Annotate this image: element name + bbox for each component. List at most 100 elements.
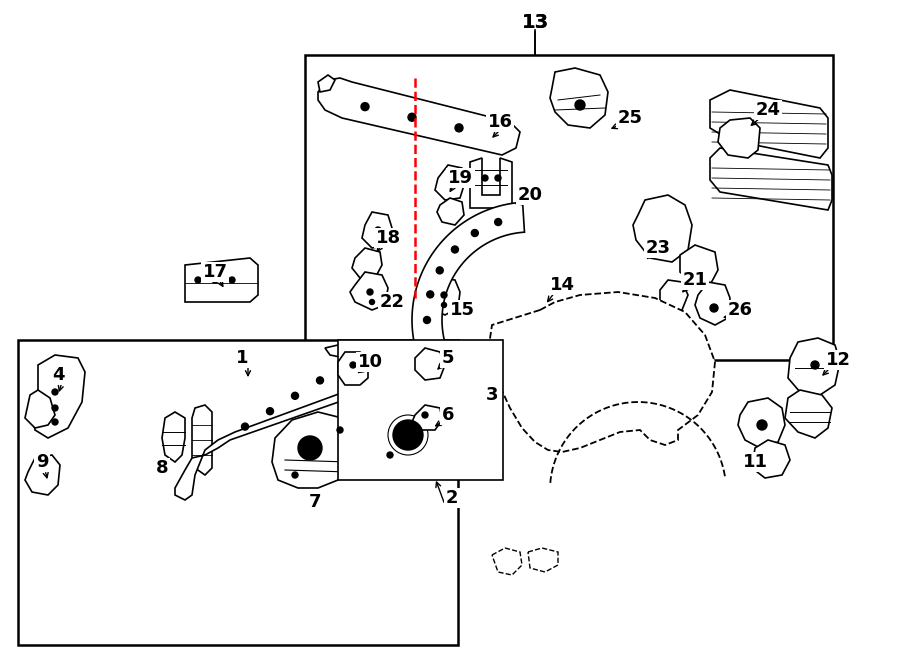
Polygon shape xyxy=(32,355,85,438)
Polygon shape xyxy=(192,405,212,475)
Text: 2: 2 xyxy=(446,489,458,507)
Polygon shape xyxy=(352,248,382,278)
Circle shape xyxy=(472,229,478,237)
Circle shape xyxy=(241,423,248,430)
Polygon shape xyxy=(660,280,688,312)
Polygon shape xyxy=(412,405,442,430)
Polygon shape xyxy=(488,292,715,452)
Circle shape xyxy=(292,392,299,399)
Circle shape xyxy=(452,246,458,253)
Text: 7: 7 xyxy=(309,493,321,511)
Circle shape xyxy=(442,303,446,307)
Circle shape xyxy=(52,375,58,381)
Polygon shape xyxy=(25,455,60,495)
Circle shape xyxy=(447,179,453,185)
Polygon shape xyxy=(425,278,460,315)
Circle shape xyxy=(52,389,58,395)
Circle shape xyxy=(266,408,274,414)
Text: 19: 19 xyxy=(447,169,473,187)
Text: 15: 15 xyxy=(449,301,474,319)
Circle shape xyxy=(350,362,356,368)
Polygon shape xyxy=(788,338,840,395)
Polygon shape xyxy=(362,398,448,478)
Circle shape xyxy=(388,415,428,455)
Circle shape xyxy=(710,304,718,312)
Polygon shape xyxy=(338,352,368,385)
Text: 12: 12 xyxy=(825,351,850,369)
Polygon shape xyxy=(738,398,785,448)
Text: 16: 16 xyxy=(488,113,512,131)
Polygon shape xyxy=(718,118,760,158)
Text: 23: 23 xyxy=(645,239,670,257)
Circle shape xyxy=(427,291,434,298)
Polygon shape xyxy=(752,440,790,478)
Circle shape xyxy=(317,377,323,384)
Polygon shape xyxy=(175,345,370,500)
Circle shape xyxy=(811,361,819,369)
Polygon shape xyxy=(412,202,525,364)
Circle shape xyxy=(757,420,767,430)
Circle shape xyxy=(575,100,585,110)
Polygon shape xyxy=(362,212,392,248)
Text: 22: 22 xyxy=(380,293,404,311)
Polygon shape xyxy=(710,148,832,210)
Polygon shape xyxy=(318,75,335,92)
Circle shape xyxy=(292,472,298,478)
Text: 1: 1 xyxy=(236,349,248,367)
Circle shape xyxy=(436,267,443,274)
Circle shape xyxy=(229,277,235,283)
Polygon shape xyxy=(492,548,522,575)
Circle shape xyxy=(52,419,58,425)
Circle shape xyxy=(387,452,393,458)
Circle shape xyxy=(370,299,374,305)
Circle shape xyxy=(195,277,201,283)
Text: 13: 13 xyxy=(521,13,549,32)
Polygon shape xyxy=(710,90,828,158)
Text: 18: 18 xyxy=(375,229,401,247)
Text: 11: 11 xyxy=(742,453,768,471)
Text: 4: 4 xyxy=(52,366,64,384)
Circle shape xyxy=(400,427,416,443)
Circle shape xyxy=(455,124,463,132)
Polygon shape xyxy=(185,258,258,302)
Polygon shape xyxy=(350,272,388,310)
Circle shape xyxy=(482,175,488,181)
Text: 26: 26 xyxy=(727,301,752,319)
Circle shape xyxy=(298,436,322,460)
Circle shape xyxy=(337,427,343,433)
Bar xyxy=(18,340,458,645)
Polygon shape xyxy=(785,390,832,438)
Circle shape xyxy=(495,175,501,181)
Polygon shape xyxy=(435,165,465,200)
Polygon shape xyxy=(272,412,355,488)
Polygon shape xyxy=(633,195,692,262)
Circle shape xyxy=(367,289,373,295)
Bar xyxy=(338,340,503,480)
Circle shape xyxy=(422,412,428,418)
Polygon shape xyxy=(25,390,55,428)
Text: 13: 13 xyxy=(521,13,549,32)
Text: 20: 20 xyxy=(518,186,543,204)
Circle shape xyxy=(495,219,501,225)
Bar xyxy=(305,55,833,360)
Circle shape xyxy=(212,277,218,283)
Text: 6: 6 xyxy=(442,406,454,424)
Text: 10: 10 xyxy=(357,353,382,371)
Text: 25: 25 xyxy=(617,109,643,127)
Text: 3: 3 xyxy=(486,386,499,404)
Circle shape xyxy=(424,317,430,323)
Circle shape xyxy=(52,405,58,411)
Polygon shape xyxy=(550,68,608,128)
Text: 24: 24 xyxy=(755,101,780,119)
Text: 5: 5 xyxy=(442,349,454,367)
Polygon shape xyxy=(318,78,520,155)
Text: 14: 14 xyxy=(550,276,574,294)
Circle shape xyxy=(408,113,416,121)
Circle shape xyxy=(361,102,369,110)
Polygon shape xyxy=(695,282,730,325)
Polygon shape xyxy=(680,245,718,285)
Polygon shape xyxy=(470,158,512,208)
Polygon shape xyxy=(415,348,445,380)
Polygon shape xyxy=(437,198,464,225)
Polygon shape xyxy=(528,548,558,572)
